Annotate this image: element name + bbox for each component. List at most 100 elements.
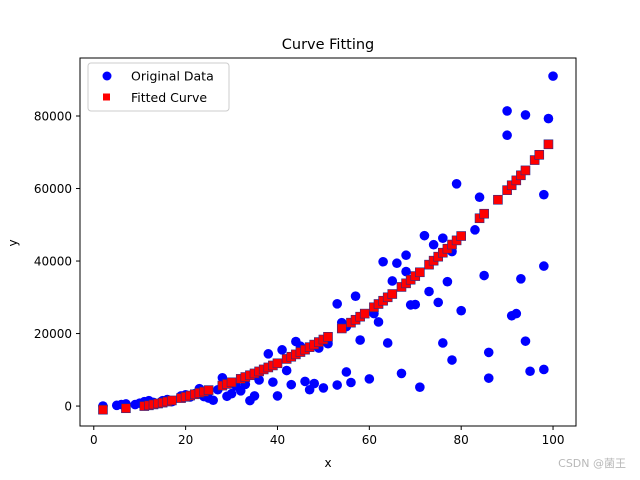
original-data-point: [520, 336, 531, 346]
original-data-point: [419, 230, 430, 241]
fitted-curve-point: [98, 404, 108, 415]
original-data-point: [483, 347, 494, 358]
original-data-point: [451, 179, 462, 189]
legend: Original Data Fitted Curve: [87, 62, 230, 112]
y-tick-label: 0: [64, 400, 72, 414]
original-data-point: [268, 377, 278, 387]
y-tick-label: 40000: [34, 255, 72, 269]
original-data-point: [520, 110, 531, 120]
original-data-point: [438, 233, 448, 243]
original-data-point: [548, 71, 558, 81]
x-tick-label: 80: [454, 433, 469, 447]
fitted-curve-point: [121, 403, 131, 414]
fitted-curve-point: [336, 323, 347, 334]
fitted-curve-point: [359, 308, 370, 319]
original-data-point: [525, 366, 535, 377]
fitted-curve-point: [387, 289, 398, 299]
original-data-point: [428, 239, 439, 250]
fitted-curve-point: [456, 231, 466, 241]
y-tick-label: 60000: [34, 182, 72, 196]
original-data-point: [543, 113, 554, 124]
x-tick-label: 0: [90, 433, 98, 447]
legend-original-marker: [102, 71, 112, 81]
x-tick-label: 20: [178, 433, 193, 447]
x-axis-label: x: [324, 456, 331, 470]
fitted-curve-point: [543, 139, 554, 150]
original-data-point: [401, 266, 411, 277]
legend-original-label: Original Data: [131, 69, 214, 84]
original-data-point: [249, 391, 260, 401]
y-tick-label: 80000: [34, 110, 72, 124]
original-data-point: [208, 395, 218, 406]
original-data-point: [277, 345, 287, 355]
original-data-point: [438, 338, 448, 348]
original-data-point: [226, 388, 237, 399]
y-axis-ticks: 0 20000 40000 60000 80000: [34, 110, 80, 414]
chart-title: Curve Fitting: [282, 37, 375, 53]
fitted-curve-point: [167, 395, 177, 406]
x-tick-label: 100: [542, 433, 565, 447]
original-data-point: [447, 355, 457, 365]
original-data-point: [424, 286, 434, 297]
original-data-point: [433, 297, 444, 308]
original-data-point: [332, 380, 342, 390]
original-data-point: [350, 291, 361, 302]
original-data-point: [355, 335, 365, 345]
fitted-curve-point: [203, 385, 214, 395]
fitted-curve-point: [272, 358, 283, 369]
original-data-point: [392, 258, 402, 269]
fitted-curve-point: [226, 377, 237, 388]
original-data-point: [502, 106, 512, 116]
original-data-point: [401, 250, 411, 261]
original-data-point: [272, 391, 283, 401]
original-data-point: [332, 299, 342, 309]
fitted-curve-point: [479, 208, 489, 219]
x-tick-label: 40: [270, 433, 285, 447]
fitted-curve-point: [493, 194, 503, 205]
legend-fitted-marker: [103, 93, 110, 101]
original-data-point: [346, 377, 356, 388]
original-data-point: [470, 225, 480, 235]
original-data-points: [98, 71, 558, 411]
fitted-curve-point: [415, 267, 425, 278]
y-axis-label: y: [6, 239, 20, 246]
original-data-point: [410, 299, 421, 310]
original-data-point: [341, 367, 352, 377]
legend-box: [87, 62, 230, 112]
original-data-point: [511, 308, 522, 319]
original-data-point: [479, 270, 489, 281]
original-data-point: [502, 130, 512, 141]
original-data-point: [300, 376, 310, 387]
fitted-curve-point: [323, 332, 333, 342]
original-data-point: [396, 368, 407, 379]
original-data-point: [516, 274, 526, 284]
original-data-point: [281, 365, 292, 376]
fitted-curve-point: [520, 165, 531, 176]
original-data-point: [364, 374, 375, 384]
original-data-point: [318, 383, 329, 393]
original-data-point: [474, 192, 485, 203]
y-tick-label: 20000: [34, 327, 72, 341]
original-data-point: [387, 276, 398, 286]
legend-fitted-label: Fitted Curve: [131, 90, 207, 105]
original-data-point: [378, 256, 388, 267]
original-data-point: [263, 349, 274, 359]
x-axis-ticks: 0 20 40 60 80 100: [90, 426, 565, 447]
fitted-curve-point: [534, 150, 545, 160]
fitted-curve-points: [98, 139, 554, 415]
x-tick-label: 60: [362, 433, 377, 447]
original-data-point: [539, 261, 549, 271]
original-data-point: [456, 305, 466, 316]
original-data-point: [373, 317, 384, 327]
original-data-point: [415, 382, 425, 393]
axes-frame: [79, 57, 577, 427]
original-data-point: [539, 189, 549, 200]
original-data-point: [539, 364, 549, 375]
watermark: CSDN @菌王: [558, 457, 626, 470]
original-data-point: [309, 378, 320, 389]
original-data-point: [382, 338, 393, 348]
original-data-point: [442, 276, 453, 287]
original-data-point: [286, 379, 297, 390]
original-data-point: [483, 373, 494, 383]
